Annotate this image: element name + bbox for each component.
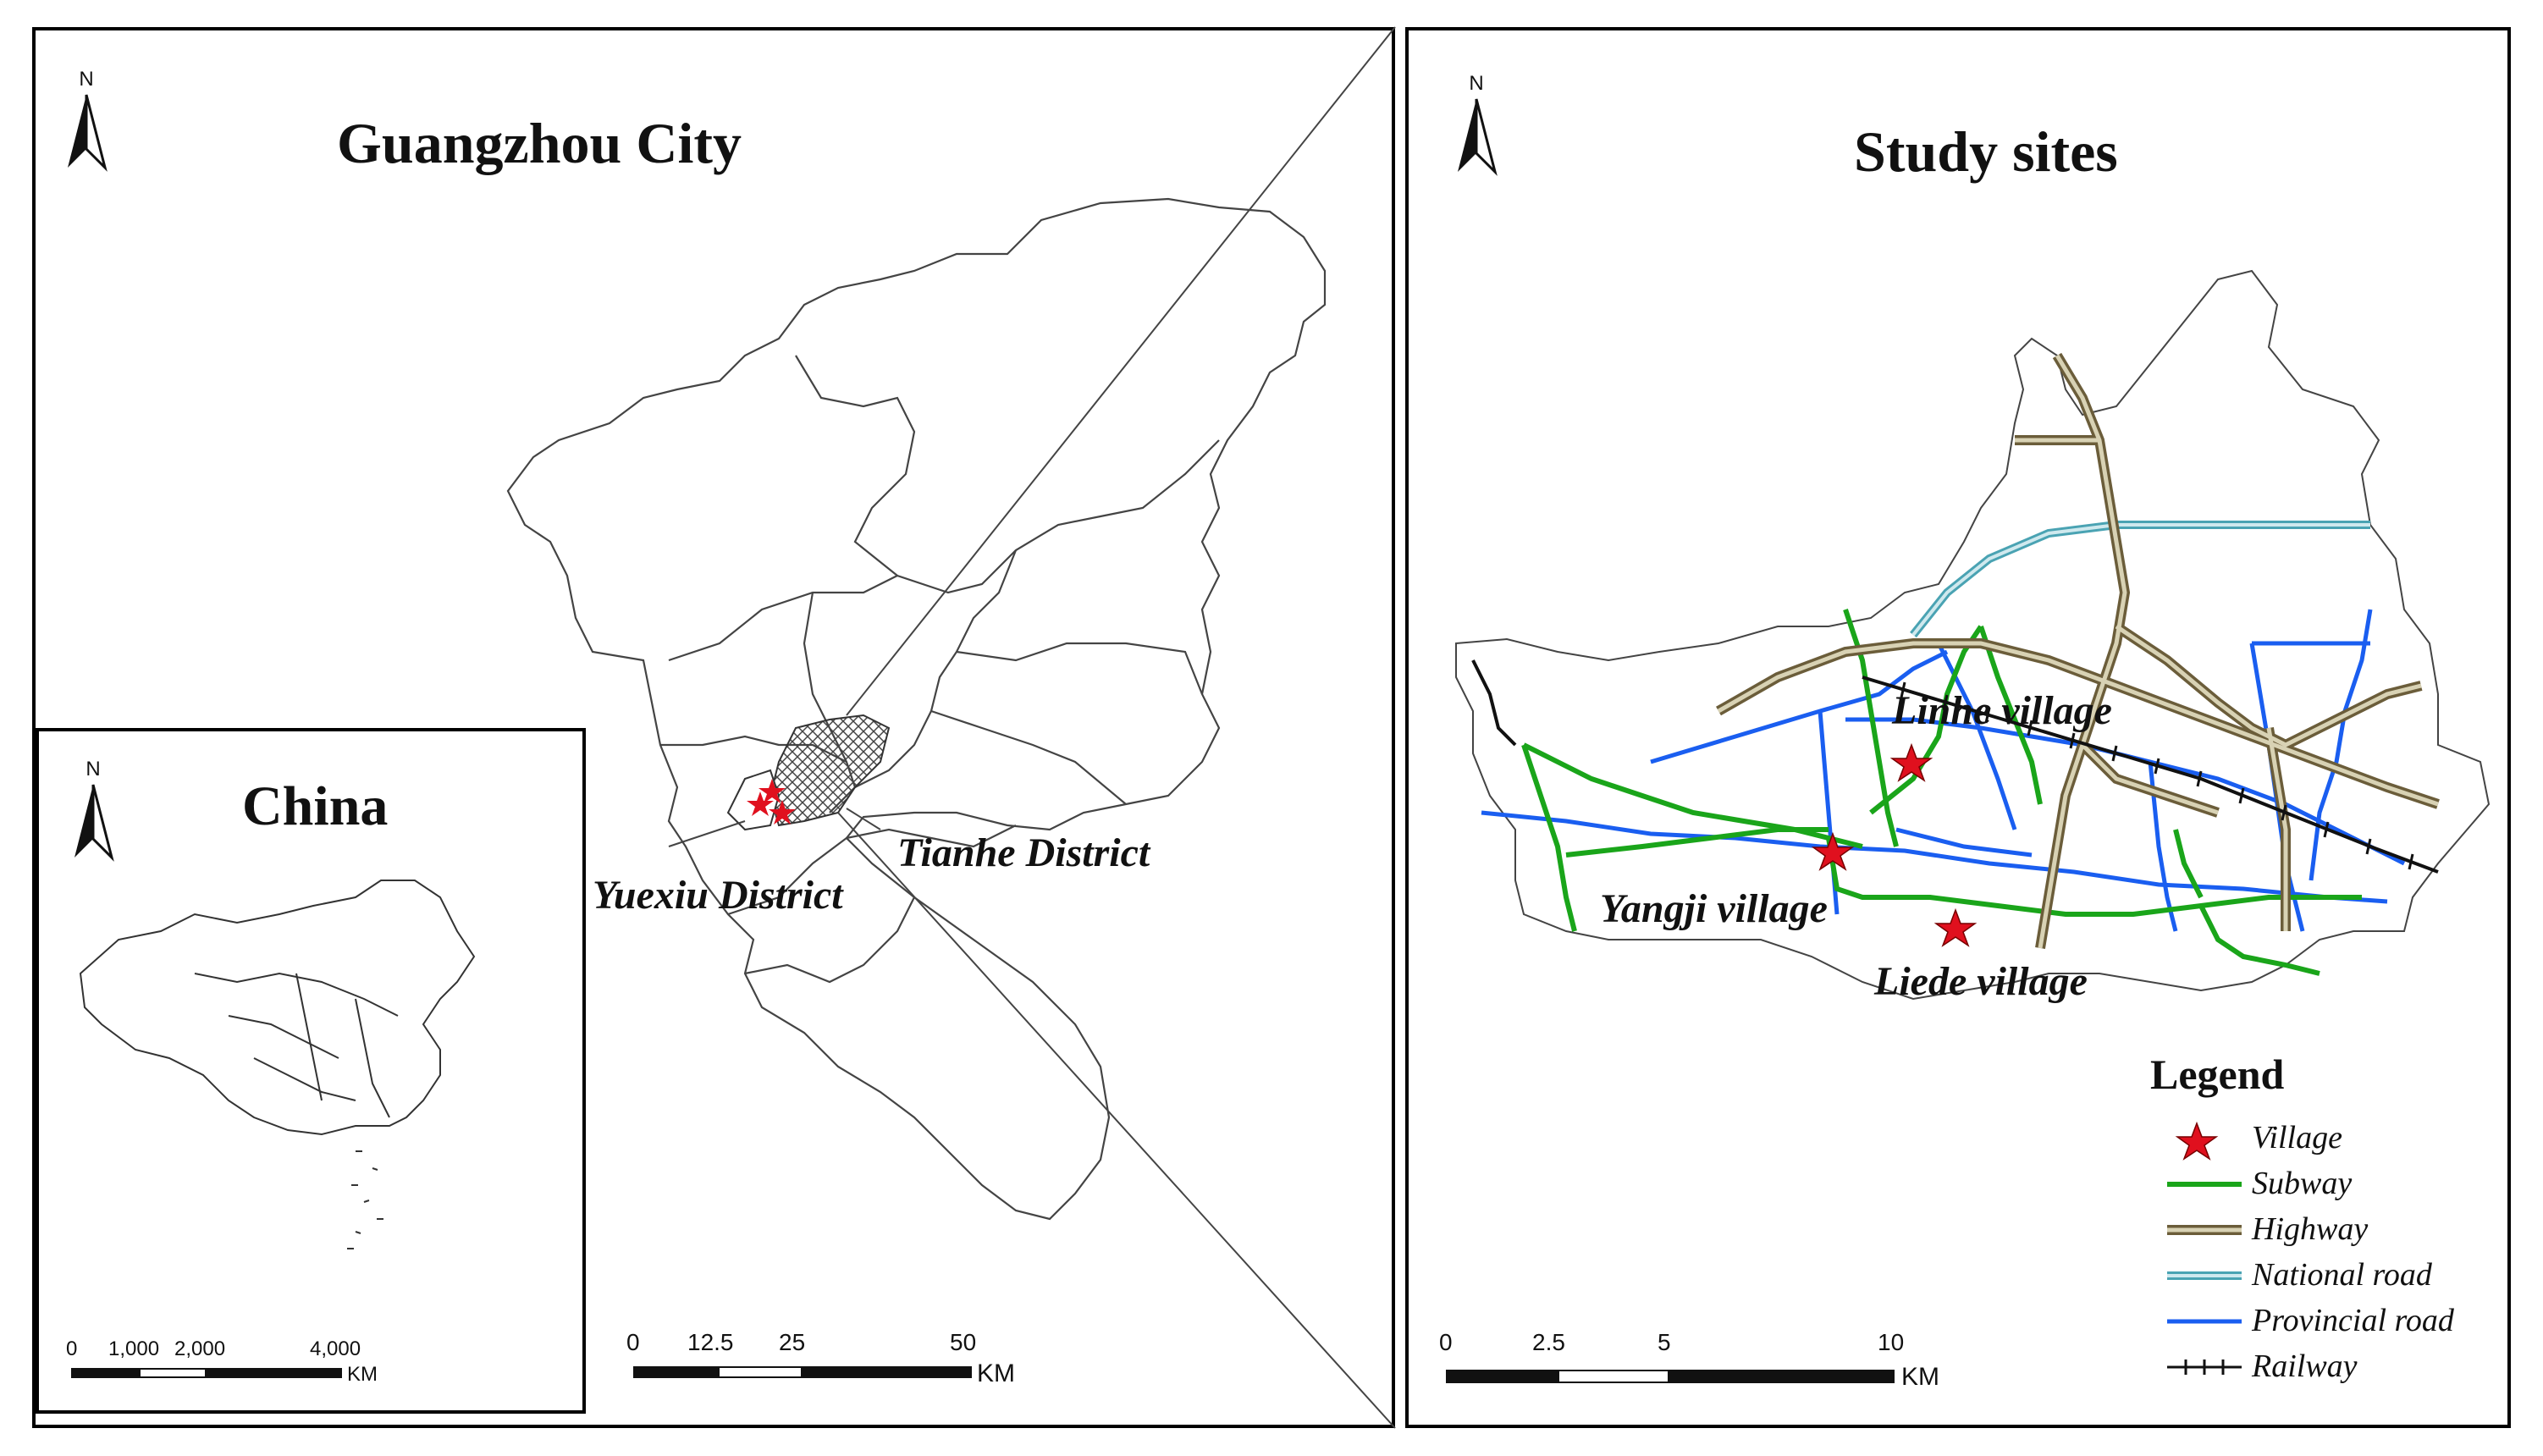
city-village-stars bbox=[747, 779, 796, 825]
star-icon bbox=[2175, 1121, 2219, 1161]
legend-label: Village bbox=[2252, 1120, 2342, 1155]
north-arrow-shape bbox=[1458, 98, 1498, 176]
star-icon bbox=[1811, 831, 1855, 871]
yuexiu-district-label: Yuexiu District bbox=[593, 873, 843, 918]
scale-tick: 2,000 bbox=[174, 1337, 226, 1360]
north-arrow-icon: N bbox=[61, 68, 112, 172]
scale-tick: 2.5 bbox=[1532, 1329, 1565, 1355]
legend-item-national-road: National road bbox=[2167, 1255, 2472, 1300]
legend-item-subway: Subway bbox=[2167, 1163, 2472, 1209]
legend-label: National road bbox=[2252, 1257, 2432, 1293]
railway bbox=[1471, 659, 2439, 874]
liede-village-label: Liede village bbox=[1874, 959, 2088, 1004]
study-scale-bar: 0 2.5 5 10 KM bbox=[1439, 1329, 1981, 1405]
legend-label: Railway bbox=[2252, 1348, 2358, 1384]
north-arrow-icon: N bbox=[1451, 72, 1502, 176]
star-icon bbox=[1933, 907, 1978, 947]
china-title: China bbox=[242, 775, 389, 837]
china-inset-panel bbox=[36, 728, 586, 1414]
legend-item-railway: Railway bbox=[2167, 1346, 2472, 1392]
yuexiu-district-area bbox=[726, 769, 781, 831]
tianhe-district-label: Tianhe District bbox=[897, 830, 1150, 875]
scale-tick: 12.5 bbox=[687, 1329, 734, 1355]
scale-tick: 0 bbox=[626, 1329, 640, 1355]
scale-tick: 10 bbox=[1878, 1329, 1905, 1355]
legend-label: Highway bbox=[2252, 1211, 2369, 1247]
tianhe-leader-line bbox=[846, 808, 881, 830]
legend-label: Provincial road bbox=[2252, 1303, 2454, 1338]
connector-line-top bbox=[846, 26, 1396, 716]
north-arrow-icon: N bbox=[68, 758, 119, 862]
legend-title: Legend bbox=[2150, 1051, 2285, 1098]
connector-line-bottom bbox=[837, 812, 1396, 1429]
north-label: N bbox=[1469, 72, 1484, 95]
scale-tick: 50 bbox=[950, 1329, 977, 1355]
guangzhou-title: Guangzhou City bbox=[337, 111, 742, 175]
yangji-village-label: Yangji village bbox=[1600, 886, 1828, 931]
legend-item-highway: Highway bbox=[2167, 1209, 2472, 1255]
north-label: N bbox=[79, 68, 94, 91]
scale-tick: 1,000 bbox=[108, 1337, 160, 1360]
linhe-village-label: Linhe village bbox=[1892, 688, 2112, 733]
star-icon bbox=[1889, 742, 1933, 782]
north-arrow-shape bbox=[74, 784, 114, 862]
scale-tick: 0 bbox=[66, 1337, 78, 1360]
provincial-road-line-icon bbox=[2167, 1319, 2242, 1324]
china-boundary bbox=[79, 880, 476, 1136]
star-icon bbox=[769, 800, 796, 825]
highway-line-icon bbox=[2167, 1225, 2242, 1235]
star-icon bbox=[758, 779, 786, 803]
legend-label: Subway bbox=[2252, 1166, 2353, 1201]
legend-item-provincial-road: Provincial road bbox=[2167, 1300, 2472, 1346]
legend-item-village: Village bbox=[2167, 1117, 2472, 1163]
national-road-line-icon bbox=[2167, 1271, 2242, 1280]
china-islands bbox=[347, 1150, 383, 1249]
subway-line-icon bbox=[2167, 1182, 2242, 1187]
scale-tick: 4,000 bbox=[310, 1337, 361, 1360]
scale-unit: KM bbox=[347, 1363, 378, 1386]
highways bbox=[1716, 352, 2440, 949]
scale-unit: KM bbox=[1901, 1363, 1939, 1391]
yuexiu-leader-line bbox=[668, 820, 746, 847]
study-sites-title: Study sites bbox=[1854, 119, 2118, 184]
railway-line-icon bbox=[2167, 1359, 2242, 1375]
village-stars bbox=[1811, 742, 1978, 947]
guangzhou-scale-bar: 0 12.5 25 50 KM bbox=[626, 1329, 1050, 1397]
scale-tick: 5 bbox=[1658, 1329, 1671, 1355]
scale-tick: 0 bbox=[1439, 1329, 1453, 1355]
scale-unit: KM bbox=[977, 1359, 1015, 1387]
guangzhou-boundary bbox=[506, 197, 1327, 1221]
north-arrow-shape bbox=[68, 94, 108, 172]
star-icon bbox=[747, 791, 774, 816]
china-scale-bar: 0 1,000 2,000 4,000 KM bbox=[66, 1337, 422, 1397]
north-label: N bbox=[86, 758, 101, 780]
legend: Legend Village Subway Highway National r… bbox=[2133, 1050, 2497, 1405]
scale-tick: 25 bbox=[779, 1329, 806, 1355]
